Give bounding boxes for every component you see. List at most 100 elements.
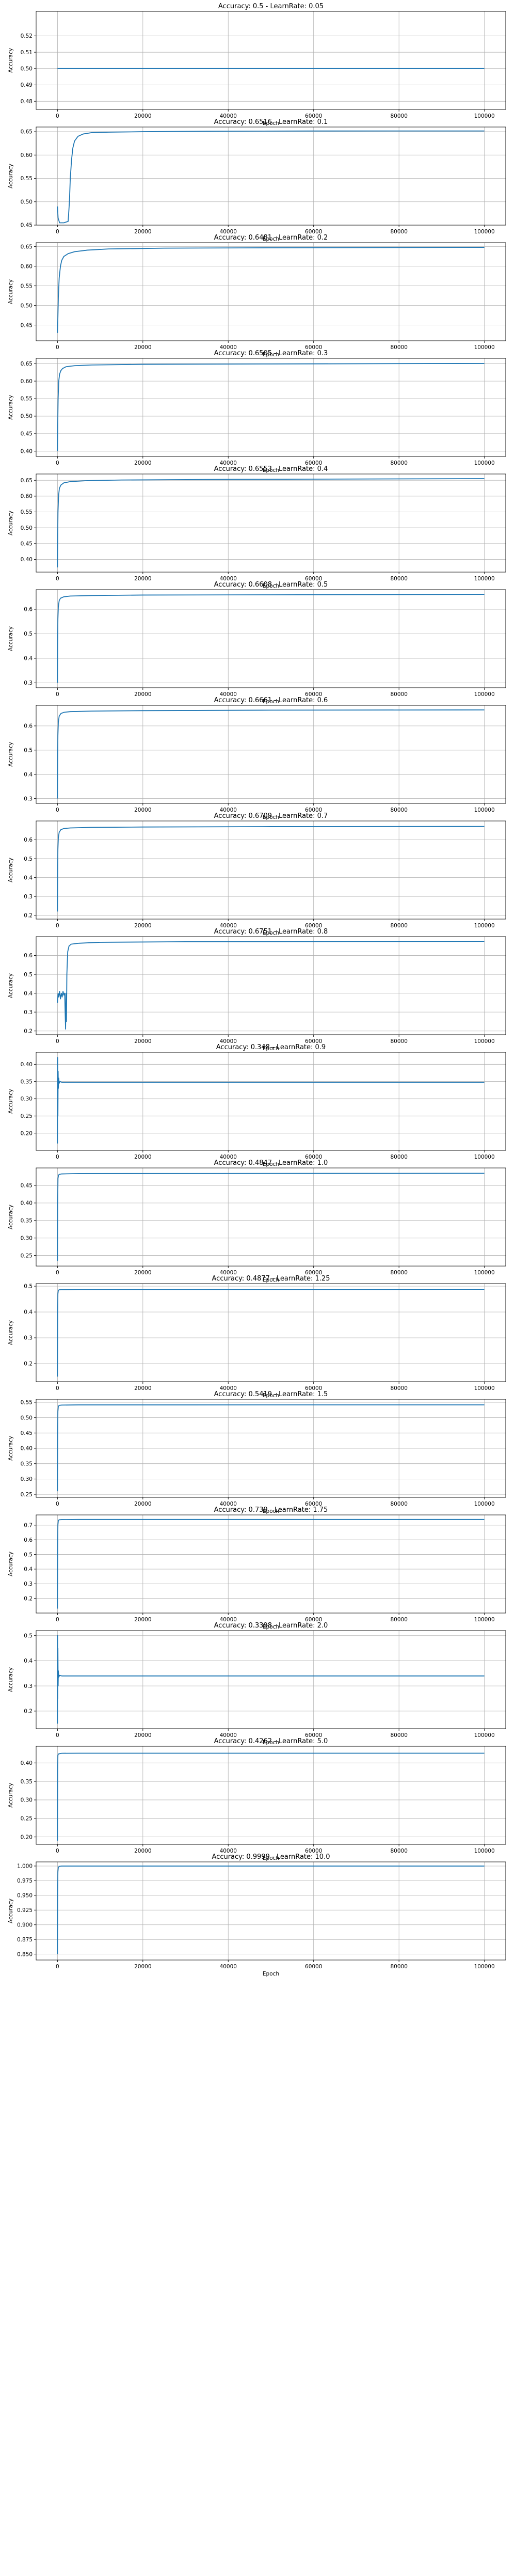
y-tick-label: 0.25 [21,1492,33,1498]
x-axis-label: Epoch [263,1046,279,1052]
y-tick-label: 0.4 [24,1309,33,1316]
y-axis-label: Accuracy [8,1320,14,1345]
y-tick-label: 0.40 [21,557,33,563]
y-tick-label: 0.3 [24,1335,33,1341]
chart-title: Accuracy: 0.6505 - LearnRate: 0.3 [214,350,328,357]
x-tick-label: 60000 [305,691,322,698]
chart-panel: 0 20000 40000 60000 80000 100000 0.2 0.3 0.4 0.5 A… [8,1622,506,1746]
x-tick-label: 20000 [134,1385,151,1392]
x-tick-label: 80000 [390,460,407,466]
chart-title: Accuracy: 0.6661 - LearnRate: 0.6 [214,697,328,704]
chart-panel: 0 20000 40000 60000 80000 100000 0.48 0.49 0.50 0… [8,3,506,127]
y-tick-label: 0.40 [21,1760,33,1766]
axes-frame [36,936,506,1035]
x-tick-label: 40000 [220,229,237,235]
y-tick-label: 0.55 [21,176,33,182]
chart-panel: 0 20000 40000 60000 80000 100000 0.45 0.50 0.55 0… [8,118,506,242]
chart-title: Accuracy: 0.6751 - LearnRate: 0.8 [214,928,328,936]
x-tick-label: 0 [56,1270,59,1276]
chart-panel: 0 20000 40000 60000 80000 100000 0.20 0.25 0.30 0… [8,1044,506,1167]
chart-panel: 0 20000 40000 60000 80000 100000 0.40 0.45 0.50 0… [8,465,506,589]
x-tick-label: 40000 [220,1732,237,1739]
x-axis-label: Epoch [263,467,279,473]
series-line [57,362,485,451]
x-tick-label: 40000 [220,691,237,698]
x-tick-label: 80000 [390,807,407,813]
y-tick-label: 0.50 [21,303,33,309]
y-tick-label: 0.7 [24,1523,33,1529]
x-tick-label: 20000 [134,1964,151,1970]
chart-title: Accuracy: 0.9999 - LearnRate: 10.0 [212,1853,330,1861]
y-tick-label: 0.45 [21,431,33,437]
chart-panel: 0 20000 40000 60000 80000 100000 0.3 0.4 0.5 0.6 A… [8,581,506,705]
x-tick-label: 100000 [474,1385,495,1392]
y-tick-label: 0.25 [21,1113,33,1119]
chart-panel: 0 20000 40000 60000 80000 100000 0.2 0.3 0.4 0.5 0… [8,1506,506,1630]
axes-frame [36,1167,506,1267]
x-tick-label: 60000 [305,1848,322,1854]
x-tick-label: 80000 [390,1154,407,1160]
y-axis-label: Accuracy [8,1783,14,1808]
x-tick-label: 0 [56,807,59,813]
y-tick-label: 0.4 [24,1658,33,1664]
y-tick-label: 0.35 [21,1779,33,1785]
x-tick-label: 100000 [474,460,495,466]
x-tick-label: 20000 [134,1154,151,1160]
x-tick-label: 80000 [390,229,407,235]
x-tick-label: 100000 [474,229,495,235]
x-tick-label: 0 [56,1964,59,1970]
y-tick-label: 0.60 [21,152,33,159]
y-tick-label: 0.3 [24,1683,33,1689]
y-tick-label: 0.6 [24,837,33,843]
chart-title: Accuracy: 0.5419 - LearnRate: 1.5 [214,1390,328,1398]
x-tick-label: 20000 [134,1732,151,1739]
x-tick-label: 0 [56,1617,59,1623]
axes-frame [36,820,506,920]
y-axis-label: Accuracy [8,511,14,535]
y-tick-label: 0.5 [24,1284,33,1290]
x-tick-label: 100000 [474,1501,495,1507]
x-tick-label: 80000 [390,923,407,929]
y-tick-label: 0.45 [21,1183,33,1189]
y-axis-label: Accuracy [8,164,14,188]
chart-panel: 0 20000 40000 60000 80000 100000 0.850 0.875 0.9… [8,1853,506,1977]
y-tick-label: 0.50 [21,66,33,72]
x-tick-label: 40000 [220,1385,237,1392]
series-line [57,594,485,683]
y-axis-label: Accuracy [8,1436,14,1461]
y-tick-label: 0.45 [21,541,33,547]
y-tick-label: 0.30 [21,1797,33,1804]
axes-frame [36,1283,506,1382]
y-tick-label: 0.3 [24,1009,33,1016]
x-tick-label: 0 [56,576,59,582]
y-axis-label: Accuracy [8,973,14,998]
x-tick-label: 0 [56,460,59,466]
y-tick-label: 0.5 [24,972,33,978]
x-tick-label: 20000 [134,807,151,813]
x-tick-label: 20000 [134,1038,151,1045]
x-tick-label: 20000 [134,1617,151,1623]
y-tick-label: 0.5 [24,747,33,753]
x-tick-label: 100000 [474,691,495,698]
axes-frame [36,1746,506,1845]
x-tick-label: 80000 [390,1038,407,1045]
y-tick-label: 0.25 [21,1816,33,1822]
series-line [57,1635,485,1724]
x-tick-label: 0 [56,1501,59,1507]
y-tick-label: 0.51 [21,50,33,56]
x-tick-label: 60000 [305,113,322,119]
y-axis-label: Accuracy [8,279,14,304]
x-tick-label: 100000 [474,1617,495,1623]
x-axis-label: Epoch [263,930,279,936]
y-tick-label: 0.49 [21,82,33,88]
y-tick-label: 0.4 [24,656,33,662]
x-tick-label: 20000 [134,1270,151,1276]
y-tick-label: 0.6 [24,723,33,730]
x-tick-label: 60000 [305,1038,322,1045]
y-tick-label: 0.50 [21,414,33,420]
chart-panel: 0 20000 40000 60000 80000 100000 0.45 0.50 0.55 0… [8,234,506,358]
y-tick-label: 0.5 [24,1633,33,1639]
x-tick-label: 100000 [474,576,495,582]
x-tick-label: 80000 [390,1848,407,1854]
